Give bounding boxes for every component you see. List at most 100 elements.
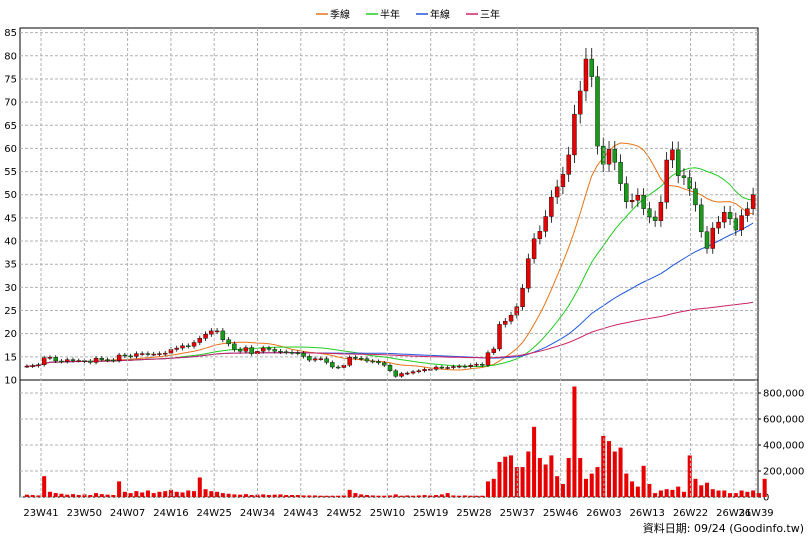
candle-body-32: [209, 330, 214, 335]
volume-bars: [24, 386, 767, 497]
volume-tick-label-1: 200,000: [763, 467, 804, 478]
candle-body-103: [618, 162, 623, 184]
footer-source: 資料日期: 09/24 (Goodinfo.tw): [642, 522, 804, 535]
volume-bar-29: [192, 491, 197, 497]
candle-body-0: [24, 365, 30, 368]
candle-body-111: [664, 159, 669, 203]
volume-bar-119: [710, 489, 715, 497]
volume-bar-39: [249, 495, 254, 497]
x-tick-label-17: 26W39: [738, 508, 773, 519]
candle-body-88: [531, 238, 537, 259]
volume-tick-label-0: 0: [763, 493, 769, 504]
volume-bar-74: [451, 495, 456, 497]
candle-body-123: [733, 218, 739, 231]
price-tick-label-7: 45: [4, 213, 17, 224]
volume-bar-110: [658, 490, 663, 497]
candle-body-94: [566, 154, 571, 175]
candle-body-115: [687, 177, 692, 189]
volume-bar-102: [612, 451, 617, 497]
candle-body-95: [572, 113, 577, 156]
volume-bar-21: [145, 490, 150, 497]
candle-body-71: [433, 366, 439, 370]
volume-bar-43: [272, 494, 277, 497]
volume-bar-33: [215, 491, 220, 497]
price-tick-label-6: 40: [4, 237, 17, 248]
volume-panel: [19, 379, 759, 498]
x-tick-label-6: 24W43: [283, 508, 318, 519]
candle-body-54: [335, 366, 341, 369]
candle-body-35: [226, 339, 231, 345]
candle-body-125: [745, 208, 750, 216]
price-tick-label-9: 55: [4, 167, 17, 178]
x-tick-label-7: 24W52: [326, 508, 361, 519]
volume-bar-106: [635, 486, 640, 497]
volume-bar-72: [439, 494, 444, 497]
candle-body-116: [693, 188, 698, 206]
volume-bar-41: [261, 494, 266, 497]
candle-body-12: [93, 358, 99, 363]
volume-bar-26: [174, 491, 179, 497]
volume-bar-50: [313, 495, 318, 497]
volume-bar-82: [497, 461, 502, 497]
volume-bar-100: [601, 435, 606, 497]
volume-bar-70: [428, 495, 433, 497]
x-tick-label-4: 24W25: [197, 508, 232, 519]
candles: [24, 48, 756, 378]
volume-bar-52: [324, 495, 329, 497]
volume-bar-94: [566, 458, 571, 497]
volume-bar-105: [630, 481, 635, 497]
candle-body-107: [641, 194, 646, 209]
candle-body-59: [364, 358, 370, 362]
volume-bar-97: [583, 478, 588, 497]
candle-body-118: [704, 231, 710, 249]
legend-label-3: 三年: [480, 8, 500, 21]
volume-bar-67: [411, 495, 416, 497]
volume-bar-5: [53, 493, 58, 497]
candle-body-1: [30, 365, 35, 367]
price-grid: 10 15 20 25 30 35 40 45 50 55 60 65 70 75 80 85: [4, 27, 759, 387]
volume-bar-42: [266, 495, 271, 497]
price-tick-label-8: 50: [4, 190, 17, 201]
volume-bar-13: [99, 494, 104, 497]
candle-body-113: [675, 149, 681, 176]
volume-bar-66: [405, 495, 410, 497]
volume-bar-73: [445, 493, 450, 497]
volume-bar-0: [24, 494, 29, 497]
volume-bar-111: [664, 489, 669, 497]
candle-body-84: [508, 314, 514, 322]
volume-bar-83: [503, 456, 508, 497]
volume-bar-69: [422, 495, 427, 497]
volume-bar-2: [36, 495, 41, 497]
candle-body-2: [36, 364, 41, 366]
x-tick-label-16: 26W31: [716, 508, 751, 519]
candle-body-3: [41, 357, 47, 365]
x-tick-label-2: 24W07: [110, 508, 145, 519]
candle-body-53: [330, 362, 335, 368]
volume-bar-121: [722, 490, 727, 497]
candle-body-20: [139, 353, 145, 355]
volume-bar-124: [739, 490, 744, 497]
candle-body-105: [629, 200, 635, 202]
candle-body-81: [491, 348, 496, 353]
candle-body-34: [220, 330, 226, 340]
candle-body-98: [589, 58, 594, 77]
volume-bar-113: [676, 486, 681, 497]
candle-body-87: [526, 258, 531, 289]
candle-body-102: [612, 149, 618, 163]
candle-body-74: [451, 366, 456, 368]
volume-bar-34: [220, 493, 225, 497]
axes: 23W41 23W50 24W07 24W16 24W25 24W34 24W43 24W52…: [23, 28, 774, 519]
price-tick-label-13: 75: [4, 74, 17, 85]
price-tick-label-15: 85: [4, 28, 17, 39]
candle-body-58: [358, 358, 364, 360]
ma-line-3: [26, 301, 754, 367]
volume-bar-123: [733, 493, 738, 497]
volume-bar-54: [336, 495, 341, 497]
candle-body-106: [635, 194, 641, 201]
volume-bar-81: [491, 478, 496, 497]
candle-body-36: [232, 343, 237, 350]
volume-bar-37: [238, 494, 243, 497]
volume-bar-1: [30, 495, 35, 497]
price-tick-label-2: 20: [4, 329, 17, 340]
